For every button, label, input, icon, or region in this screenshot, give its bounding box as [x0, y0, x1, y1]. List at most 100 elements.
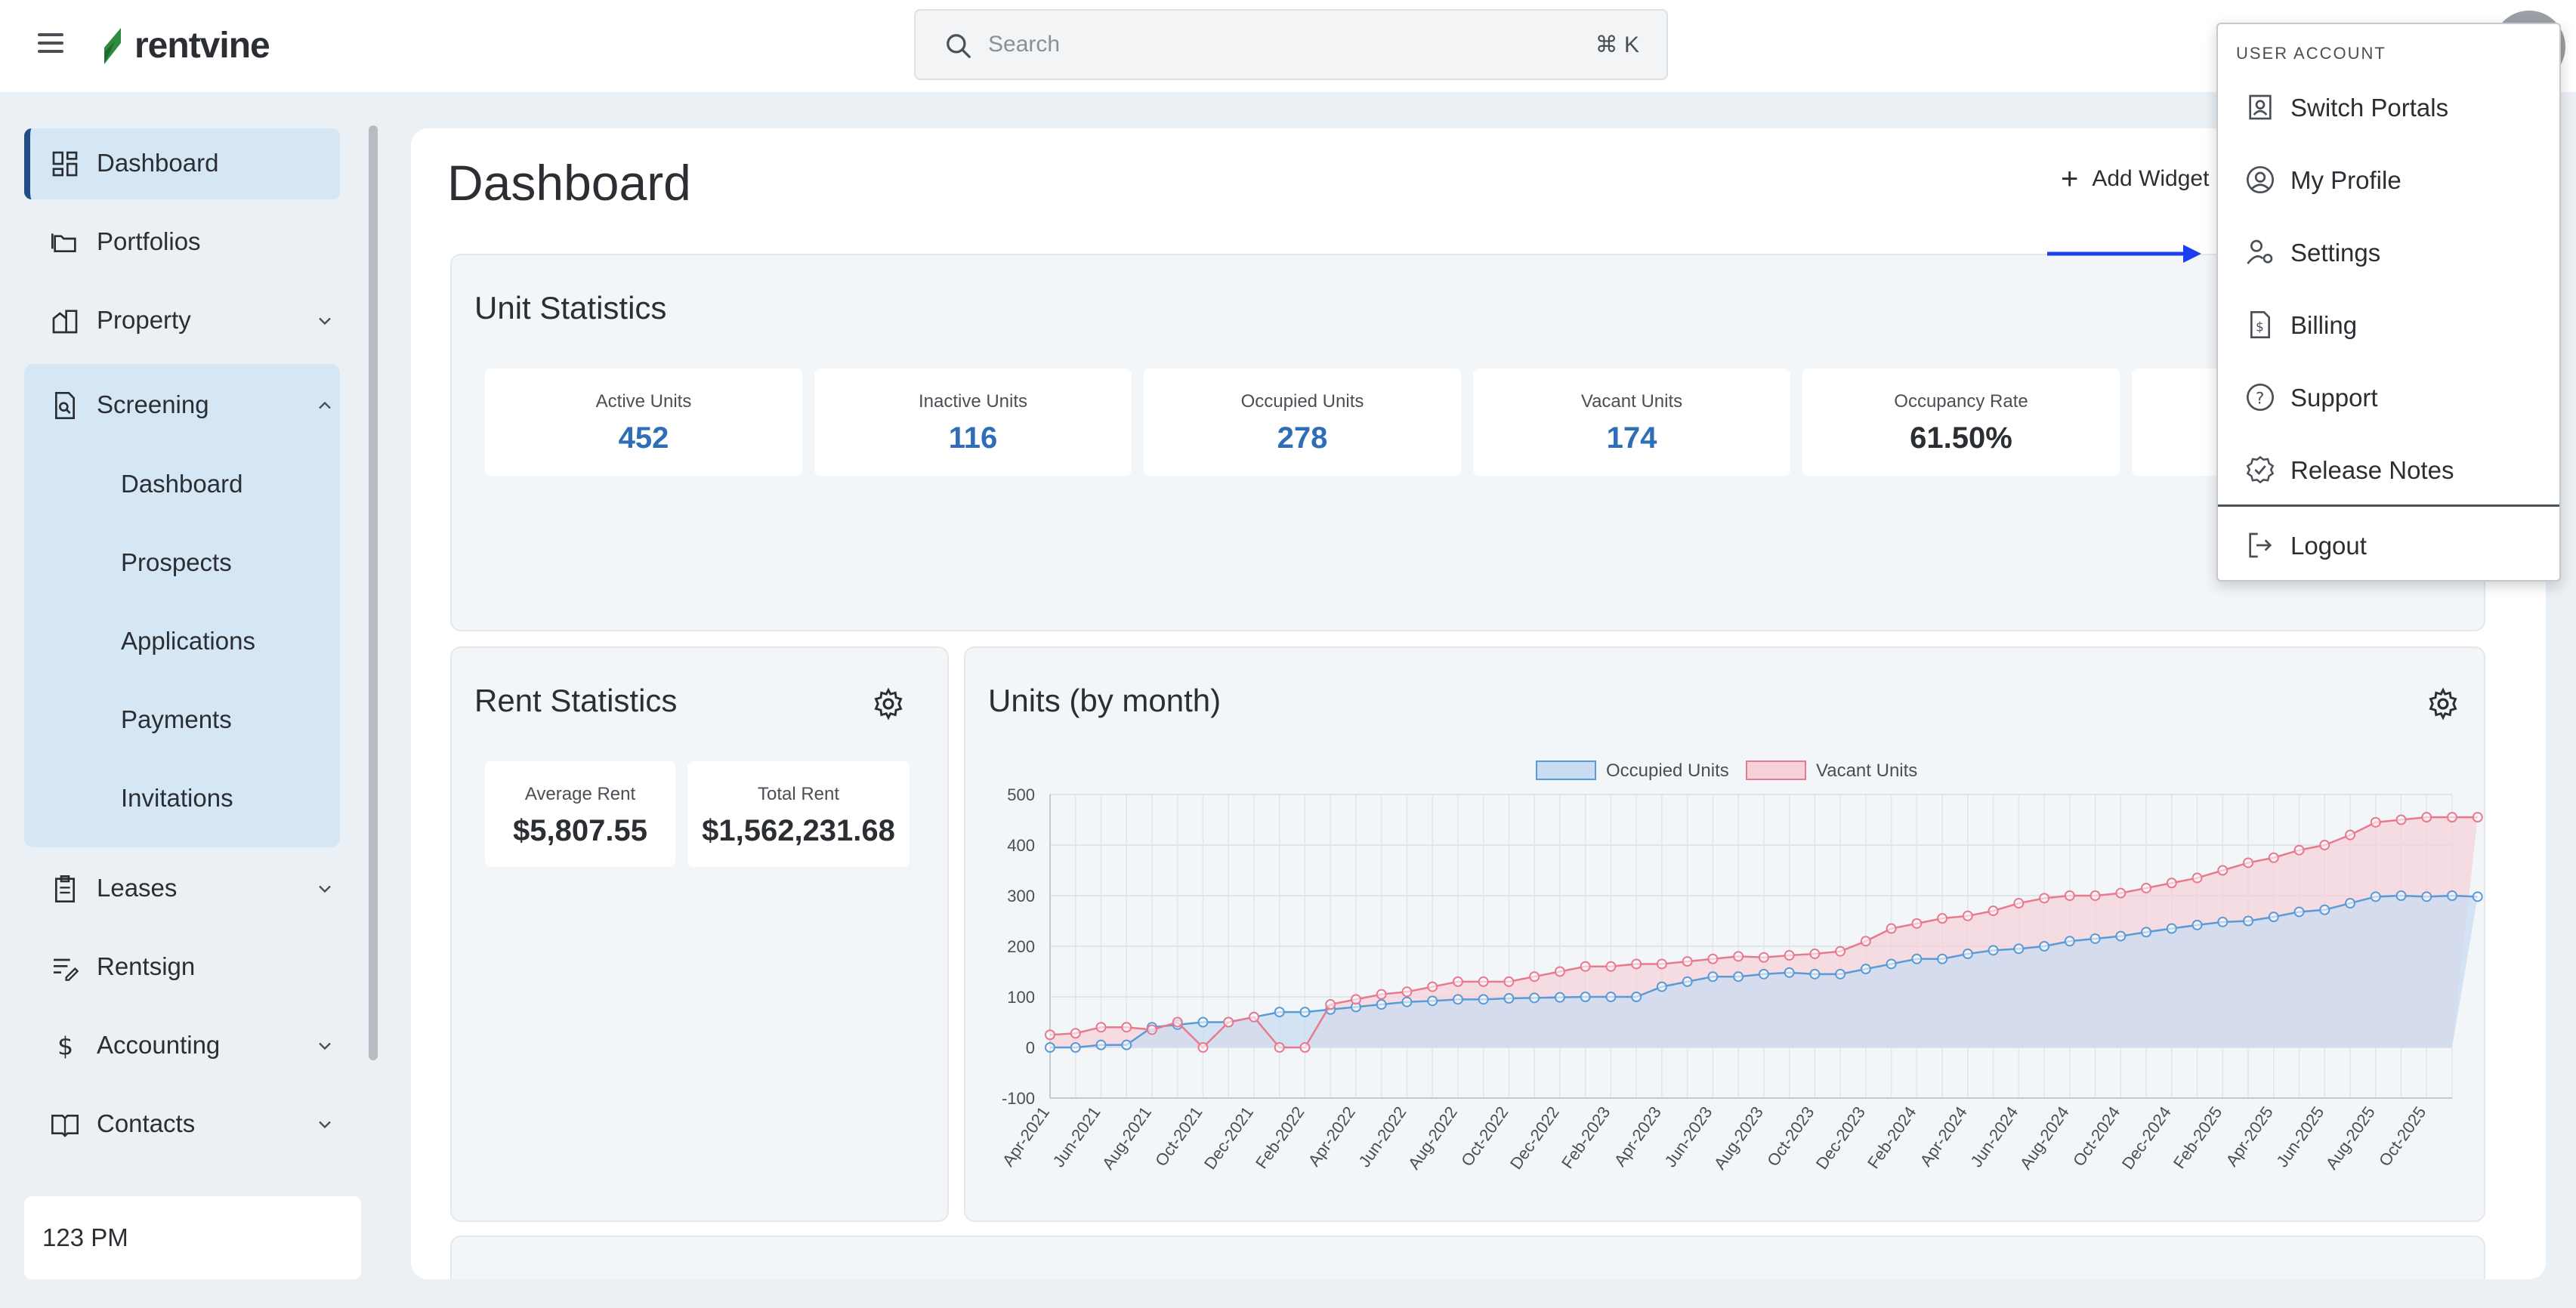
x-tick-label: Feb-2022 — [1252, 1103, 1308, 1172]
data-point — [1478, 994, 1489, 1005]
data-point — [1070, 1028, 1081, 1039]
sidebar-item-portfolios[interactable]: Portfolios — [24, 207, 340, 278]
stat-value[interactable]: 452 — [618, 421, 669, 455]
stat-label: Average Rent — [524, 784, 636, 804]
rent-statistics-title: Rent Statistics — [474, 683, 678, 718]
current-user-box[interactable]: 123 PM — [24, 1196, 361, 1279]
data-point — [1452, 994, 1463, 1005]
data-point — [2166, 923, 2177, 934]
x-tick-label: Oct-2021 — [1151, 1103, 1206, 1170]
sidebar-item-contacts[interactable]: Contacts — [24, 1089, 340, 1160]
menu-item-release-notes[interactable]: Release Notes — [2218, 437, 2559, 503]
data-point — [1121, 1039, 1132, 1050]
x-tick-label: Apr-2025 — [2222, 1103, 2276, 1170]
chevron-down-icon — [319, 885, 331, 893]
data-point — [1478, 976, 1489, 987]
chevron-down-icon — [319, 1042, 331, 1050]
x-tick-label: Jun-2023 — [1660, 1103, 1716, 1171]
sidebar-item-dashboard[interactable]: Dashboard — [24, 128, 340, 199]
sidebar-item-screening[interactable]: Screening — [24, 370, 340, 441]
rent-statistics-widget: Rent Statistics Average Rent $5,807.55 T… — [450, 646, 949, 1222]
data-point — [1376, 989, 1387, 1000]
menu-item-switch-portals[interactable]: Switch Portals — [2218, 74, 2559, 140]
sidebar-subitem-payments[interactable]: Payments — [121, 705, 232, 733]
add-widget-button[interactable]: + Add Widget — [2061, 164, 2209, 194]
menu-item-support[interactable]: ? Support — [2218, 364, 2559, 430]
stat-label: Active Units — [595, 391, 692, 412]
menu-item-label: Support — [2290, 384, 2378, 412]
stat-card-vacant-units: Vacant Units 174 — [1473, 369, 1790, 476]
gear-icon[interactable] — [872, 687, 905, 720]
data-point — [1937, 913, 1948, 924]
data-point — [1325, 999, 1336, 1010]
stat-value[interactable]: 116 — [948, 421, 998, 455]
menu-item-logout[interactable]: Logout — [2218, 512, 2559, 578]
menu-item-label: Billing — [2290, 311, 2358, 339]
page-title: Dashboard — [447, 155, 691, 211]
top-bar: rentvine Search ⌘ K — [0, 0, 2576, 92]
y-tick-label: 0 — [1026, 1038, 1035, 1057]
stat-value[interactable]: 174 — [1606, 421, 1657, 455]
sidebar-item-label: Screening — [97, 390, 209, 418]
stat-label: Occupied Units — [1240, 391, 1364, 412]
sidebar-item-rentsign[interactable]: Rentsign — [24, 932, 340, 1003]
data-point — [1580, 992, 1591, 1002]
y-tick-label: 200 — [1007, 937, 1035, 956]
data-point — [1350, 994, 1361, 1005]
search-bar[interactable]: Search ⌘ K — [914, 9, 1668, 80]
sidebar-subitem-applications[interactable]: Applications — [121, 627, 255, 655]
data-point — [1503, 976, 1515, 987]
x-tick-label: Aug-2021 — [1098, 1103, 1155, 1174]
data-point — [1401, 996, 1413, 1007]
legend-label: Vacant Units — [1816, 760, 1917, 781]
menu-item-label: My Profile — [2290, 166, 2401, 194]
data-point — [2090, 890, 2101, 901]
menu-icon[interactable] — [38, 33, 73, 57]
data-point — [1886, 958, 1897, 970]
stat-card-occupancy-rate: Occupancy Rate 61.50% — [1802, 369, 2120, 476]
data-point — [2395, 814, 2407, 825]
menu-item-settings[interactable]: Settings — [2218, 219, 2559, 285]
sidebar-item-accounting[interactable]: $ Accounting — [24, 1010, 340, 1081]
data-point — [1656, 958, 1667, 970]
data-point — [1733, 951, 1744, 962]
data-point — [1707, 953, 1719, 964]
data-point — [1631, 992, 1642, 1002]
gear-icon[interactable] — [2426, 687, 2460, 720]
sidebar-item-label: Accounting — [97, 1031, 221, 1059]
data-point — [1529, 971, 1540, 983]
sidebar-item-property[interactable]: Property — [24, 285, 340, 356]
chevron-up-icon — [319, 401, 331, 409]
svg-text:$: $ — [2256, 319, 2264, 334]
menu-item-label: Settings — [2290, 239, 2381, 267]
brand-name: rentvine — [134, 25, 270, 66]
x-tick-label: Apr-2021 — [999, 1103, 1053, 1170]
data-point — [2268, 912, 2279, 923]
sidebar-scrollbar[interactable] — [369, 125, 378, 1060]
logo[interactable]: rentvine — [98, 23, 270, 68]
data-point — [1605, 992, 1617, 1002]
sidebar-item-leases[interactable]: Leases — [24, 853, 340, 924]
y-tick-label: 400 — [1007, 836, 1035, 855]
sidebar-item-label: Rentsign — [97, 952, 196, 980]
data-point — [2395, 890, 2407, 901]
menu-item-my-profile[interactable]: My Profile — [2218, 147, 2559, 213]
units-by-month-widget: Units (by month) 500 400 300 200 100 0 -100 Apr… — [964, 646, 2485, 1222]
next-widget-partial — [450, 1236, 2485, 1279]
data-point — [1045, 1042, 1055, 1053]
x-tick-label: Jun-2025 — [2272, 1103, 2327, 1171]
menu-item-billing[interactable]: $ Billing — [2218, 292, 2559, 358]
sidebar-subitem-dashboard[interactable]: Dashboard — [121, 470, 243, 498]
sidebar-subitem-prospects[interactable]: Prospects — [121, 548, 232, 576]
stat-card-total-rent: Total Rent $1,562,231.68 — [687, 761, 910, 867]
main-content: Dashboard + Add Widget Unit Statistics A… — [411, 128, 2546, 1279]
data-point — [1427, 995, 1438, 1007]
data-point — [2039, 941, 2050, 952]
stat-value[interactable]: 278 — [1277, 421, 1328, 455]
data-point — [1911, 918, 1923, 929]
sidebar-subitem-invitations[interactable]: Invitations — [121, 784, 233, 812]
data-point — [2472, 891, 2483, 902]
stat-value: $1,562,231.68 — [702, 814, 895, 847]
data-point — [1274, 1042, 1285, 1053]
stat-card-average-rent: Average Rent $5,807.55 — [485, 761, 675, 867]
